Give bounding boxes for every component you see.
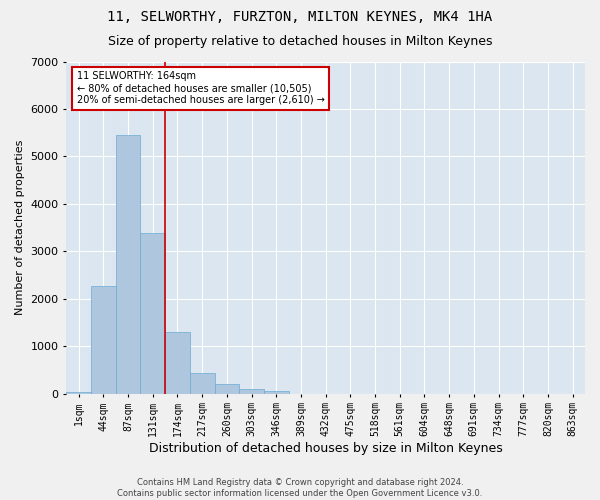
Text: Size of property relative to detached houses in Milton Keynes: Size of property relative to detached ho… <box>108 35 492 48</box>
Bar <box>116 135 140 394</box>
Bar <box>215 384 239 394</box>
Bar <box>190 373 215 394</box>
Text: 11, SELWORTHY, FURZTON, MILTON KEYNES, MK4 1HA: 11, SELWORTHY, FURZTON, MILTON KEYNES, M… <box>107 10 493 24</box>
Y-axis label: Number of detached properties: Number of detached properties <box>15 140 25 315</box>
Bar <box>140 233 165 394</box>
Text: Contains HM Land Registry data © Crown copyright and database right 2024.
Contai: Contains HM Land Registry data © Crown c… <box>118 478 482 498</box>
X-axis label: Distribution of detached houses by size in Milton Keynes: Distribution of detached houses by size … <box>149 442 503 455</box>
Bar <box>239 389 264 394</box>
Bar <box>264 391 289 394</box>
Text: 11 SELWORTHY: 164sqm
← 80% of detached houses are smaller (10,505)
20% of semi-d: 11 SELWORTHY: 164sqm ← 80% of detached h… <box>77 72 325 104</box>
Bar <box>165 332 190 394</box>
Bar <box>91 286 116 394</box>
Bar <box>67 392 91 394</box>
